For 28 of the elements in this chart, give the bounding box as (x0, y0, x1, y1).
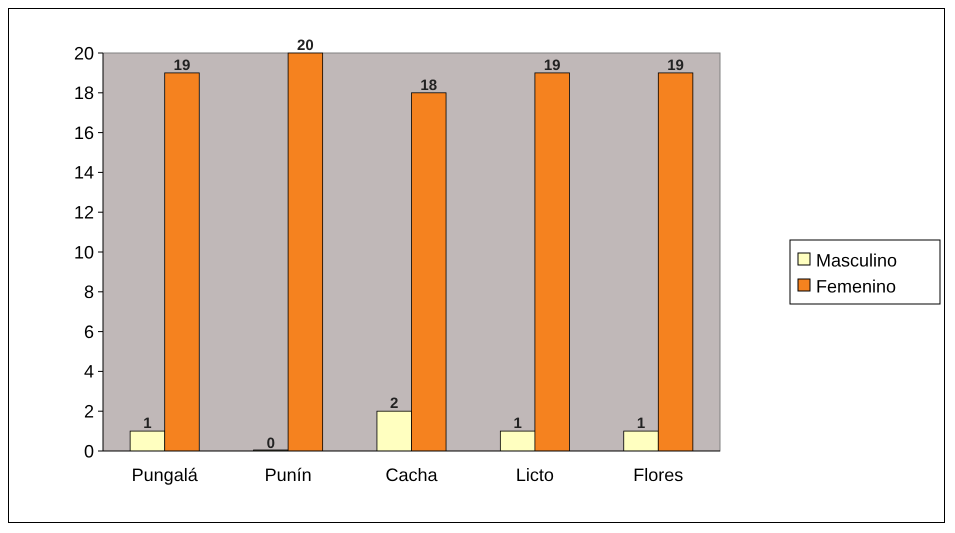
legend-label: Femenino (816, 276, 896, 296)
data-label: 19 (667, 56, 684, 74)
x-tick-label: Licto (516, 465, 554, 485)
y-tick-label: 20 (74, 43, 94, 64)
data-label: 1 (143, 415, 152, 432)
x-tick-label: Cacha (385, 465, 439, 485)
x-tick-label: Punín (264, 465, 312, 485)
x-tick-label: Pungalá (132, 465, 199, 485)
data-label: 18 (420, 76, 438, 94)
y-tick-label: 0 (84, 441, 94, 462)
data-label: 2 (390, 395, 398, 412)
x-tick-label: Flores (633, 465, 684, 485)
y-tick-label: 2 (84, 402, 94, 422)
legend-label: Masculino (816, 250, 898, 270)
data-label: 19 (544, 56, 561, 74)
data-label: 20 (297, 37, 314, 54)
y-tick-label: 10 (74, 242, 94, 262)
data-label: 1 (513, 415, 522, 432)
y-tick-label: 16 (74, 122, 94, 143)
data-label: 0 (266, 435, 275, 452)
data-label: 1 (636, 415, 646, 432)
y-tick-label: 6 (84, 322, 94, 342)
y-tick-label: 12 (74, 202, 94, 222)
y-tick-label: 8 (84, 282, 94, 302)
y-tick-label: 18 (74, 83, 94, 104)
y-tick-label: 4 (84, 362, 94, 382)
data-label: 19 (174, 56, 190, 74)
y-tick-label: 14 (74, 162, 94, 183)
